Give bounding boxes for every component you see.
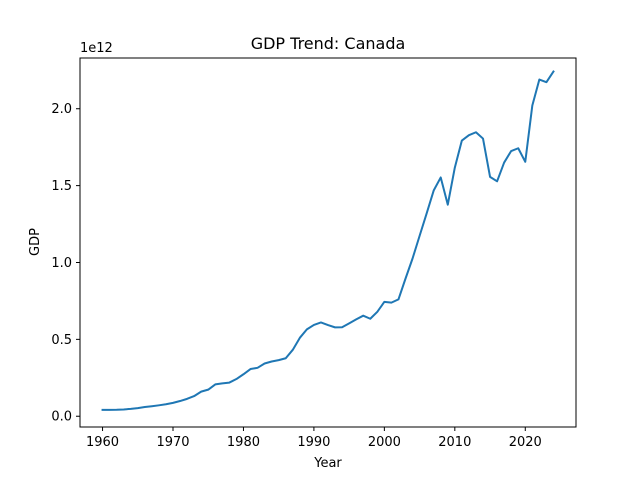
y-scale-offset-label: 1e12 bbox=[80, 41, 113, 56]
y-tick-label: 1.5 bbox=[51, 179, 72, 194]
x-axis-ticks: 1960 1970 1980 1990 2000 2010 2020 bbox=[86, 427, 542, 450]
x-tick-label: 1980 bbox=[227, 435, 260, 450]
x-tick-label: 2010 bbox=[438, 435, 471, 450]
x-tick-label: 2020 bbox=[509, 435, 542, 450]
x-tick-label: 1960 bbox=[86, 435, 119, 450]
y-axis-ticks: 0.0 0.5 1.0 1.5 2.0 bbox=[51, 102, 80, 425]
x-axis-label: Year bbox=[313, 456, 342, 471]
y-tick-label: 0.5 bbox=[51, 333, 72, 348]
y-axis-label: GDP bbox=[28, 228, 43, 256]
chart-title: GDP Trend: Canada bbox=[251, 34, 406, 53]
x-tick-label: 2000 bbox=[368, 435, 401, 450]
y-tick-label: 1.0 bbox=[51, 256, 72, 271]
x-tick-label: 1970 bbox=[156, 435, 189, 450]
series-line-0 bbox=[101, 70, 555, 411]
plot-area bbox=[101, 70, 555, 411]
axes-frame bbox=[79, 57, 577, 428]
y-tick-label: 0.0 bbox=[51, 410, 72, 425]
x-tick-label: 1990 bbox=[297, 435, 330, 450]
y-tick-label: 2.0 bbox=[51, 102, 72, 117]
